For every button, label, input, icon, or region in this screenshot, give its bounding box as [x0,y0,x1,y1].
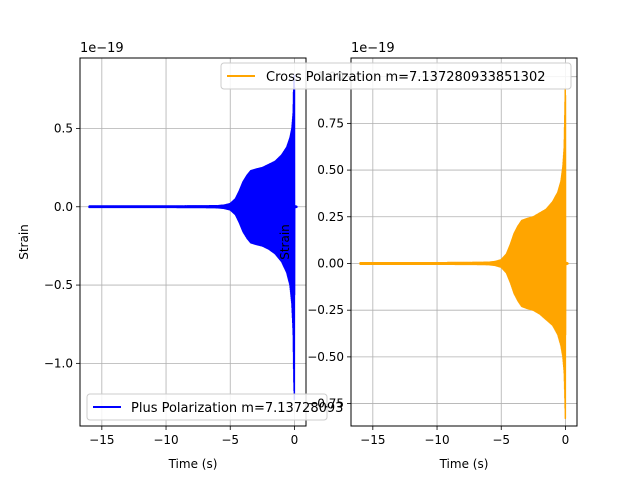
plus-x-ticks: −15 −10 −5 0 [89,426,298,447]
cross-y-tick-label: 0.75 [317,116,344,130]
cross-legend: Cross Polarization m=7.137280933851302 [220,62,572,90]
plus-legend-label: Plus Polarization m=7.13728093 [131,401,343,416]
plus-series-line [88,74,298,400]
cross-series-line [359,87,569,420]
plus-x-axis-label: Time (s) [168,457,218,471]
plus-y-ticks: −1.0 −0.5 0.0 0.5 [44,121,80,370]
cross-y-tick-label: 0.50 [317,163,344,177]
cross-legend-box [220,62,572,90]
cross-legend-label: Cross Polarization m=7.137280933851302 [266,70,545,85]
plus-x-tick-label: −10 [153,433,178,447]
cross-x-tick-label: −5 [492,433,510,447]
plus-x-tick-label: 0 [291,433,299,447]
cross-y-tick-label: −0.75 [307,397,344,411]
cross-x-axis-label: Time (s) [439,457,489,471]
plus-legend-box [86,393,328,421]
plus-y-tick-label: 0.0 [54,200,73,214]
plus-x-tick-label: −15 [89,433,114,447]
plus-x-tick-label: −5 [221,433,239,447]
cross-plot-area [359,87,569,420]
cross-y-tick-label: −0.50 [307,350,344,364]
cross-x-tick-label: −15 [360,433,385,447]
cross-x-ticks: −15 −10 −5 0 [360,426,569,447]
cross-polarization-axes: −15 −10 −5 0 −0.75 −0.50 −0.25 0.00 0.25 0.50 0.7… [220,41,578,471]
cross-y-tick-label: 0.00 [317,256,344,270]
cross-axes-frame [350,57,578,427]
plus-axes-frame [79,57,307,427]
cross-x-tick-label: −10 [424,433,449,447]
cross-y-tick-label: 0.25 [317,210,344,224]
plus-offset-text: 1e−19 [80,41,124,56]
plus-y-tick-label: −1.0 [44,356,73,370]
plus-y-tick-label: 0.5 [54,121,73,135]
plus-y-axis-label: Strain [17,224,31,260]
cross-offset-text: 1e−19 [351,41,395,56]
plus-polarization-axes: −15 −10 −5 0 −1.0−0.50.00.5 1e−19 Time (s) … [17,41,343,471]
plus-y-tick-label: −0.5 [44,278,73,292]
plus-plot-area [88,74,298,400]
cross-x-tick-label: 0 [562,433,570,447]
cross-y-tick-label: −0.25 [307,303,344,317]
plus-legend: Plus Polarization m=7.13728093 [86,393,343,421]
cross-y-axis-label: Strain [278,224,292,260]
